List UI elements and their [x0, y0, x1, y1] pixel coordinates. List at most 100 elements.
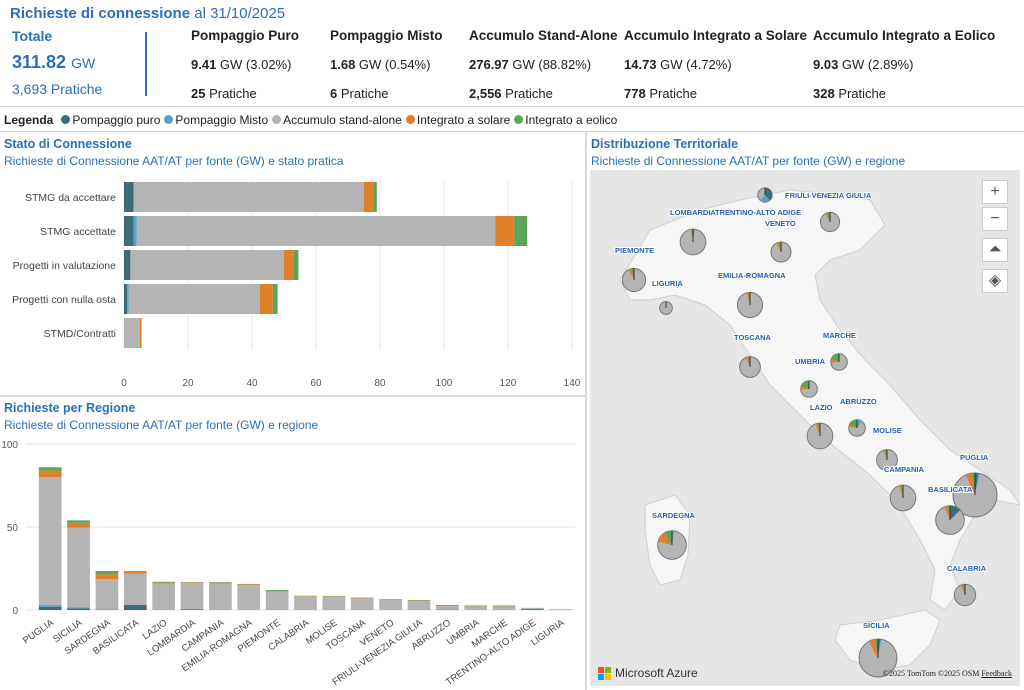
- pie-slice: [831, 353, 839, 362]
- pie-slice: [960, 584, 965, 595]
- map-canvas[interactable]: FRIULI-VENEZIA GIULIA LOMBARDIA TRENTINO-A…: [590, 170, 1020, 686]
- bar-segment: [272, 284, 278, 314]
- region-pie-marker: LIGURIA: [651, 278, 684, 315]
- region-label: CALABRIA: [947, 564, 987, 573]
- bar-segment: [521, 607, 544, 609]
- legend-title: Legenda: [4, 113, 54, 127]
- bar-segment: [67, 527, 90, 608]
- pie-slice: [944, 505, 950, 520]
- pie-slice: [664, 530, 672, 545]
- bar-segment: [260, 284, 273, 314]
- kpi-pratiche: 25 Pratiche: [191, 86, 299, 101]
- total-value: 311.82 GW: [12, 52, 142, 73]
- y-tick-label: 100: [1, 440, 18, 451]
- total-unit: GW: [71, 55, 96, 71]
- pie-slice: [825, 212, 830, 222]
- kpi-value: 14.73 GW (4.72%): [624, 57, 807, 72]
- zoom-in-button[interactable]: +: [982, 180, 1008, 204]
- bar-segment: [38, 467, 62, 471]
- pie-slice: [830, 358, 839, 363]
- region-label: SICILIA: [863, 621, 890, 630]
- bar-segment: [379, 600, 402, 610]
- zoom-out-button[interactable]: −: [982, 207, 1008, 231]
- pie-slice: [884, 449, 887, 460]
- pie-slice: [878, 639, 881, 658]
- kpi-percent: GW (2.89%): [838, 57, 914, 72]
- legend-label: Pompaggio puro: [72, 113, 161, 127]
- territorial-map[interactable]: FRIULI-VENEZIA GIULIA LOMBARDIA TRENTINO-A…: [590, 170, 1020, 686]
- legend-label: Pompaggio Misto: [175, 113, 269, 127]
- legend-dot: [272, 115, 282, 124]
- region-pie-marker: PIEMONTE: [614, 245, 655, 293]
- legend-dot: [164, 115, 174, 124]
- kpi-integrato-eolico: Accumulo Integrato a Eolico 9.03 GW (2.8…: [813, 28, 995, 101]
- bar-segment: [364, 182, 374, 212]
- legend-label: Integrato a solare: [416, 113, 511, 127]
- legend-label: Accumulo stand-alone: [283, 113, 402, 127]
- kpi-title: Pompaggio Puro: [191, 28, 299, 43]
- bar-segment: [127, 284, 129, 314]
- kpi-number: 14.73: [624, 57, 657, 72]
- pitch-button[interactable]: ⏶: [982, 238, 1008, 262]
- pie-slice: [776, 242, 781, 252]
- kpi-pompaggio-misto: Pompaggio Misto 1.68 GW (0.54%) 6 Pratic…: [330, 28, 443, 101]
- region-label: LAZIO: [810, 403, 833, 412]
- legend-dot: [514, 115, 524, 124]
- pie-slice: [962, 584, 965, 595]
- x-tick-label: 140: [564, 378, 581, 389]
- compass-button[interactable]: ◈: [982, 269, 1008, 293]
- region-label: ABRUZZO: [840, 397, 877, 406]
- legend: Legenda Pompaggio puro Pompaggio Misto A…: [4, 113, 617, 127]
- kpi-value: 9.41 GW (3.02%): [191, 57, 299, 72]
- bar-segment: [152, 583, 176, 610]
- kpi-pratiche-label: Pratiche: [501, 86, 553, 101]
- bar-segment: [67, 522, 90, 528]
- legend-item-integrato-eolico[interactable]: Integrato a eolico: [514, 113, 617, 127]
- region-pie-marker: TOSCANA: [733, 332, 773, 378]
- region-label: PUGLIA: [960, 453, 989, 462]
- y-tick-label: 50: [7, 523, 19, 534]
- category-label: STMG accettate: [40, 226, 116, 238]
- stato-subtitle: Richieste di Connessione AAT/AT per font…: [4, 154, 344, 168]
- bar-segment: [133, 182, 364, 212]
- bar-segment: [128, 284, 260, 314]
- regione-subtitle: Richieste di Connessione AAT/AT per font…: [4, 418, 319, 432]
- feedback-link[interactable]: Feedback: [981, 669, 1012, 678]
- bar-segment: [373, 182, 377, 212]
- bar-segment: [237, 584, 261, 586]
- region-label: LOMBARDIA: [670, 208, 716, 217]
- pie-slice: [975, 473, 980, 495]
- bar-segment: [180, 582, 204, 610]
- region-pie-marker: SARDEGNA: [651, 510, 697, 560]
- region-pie-marker: SICILIA: [858, 620, 898, 678]
- bar-segment: [152, 581, 176, 583]
- legend-divider: [0, 131, 1024, 132]
- bar-segment: [95, 570, 119, 575]
- legend-item-accumulo-standalone[interactable]: Accumulo stand-alone: [272, 113, 402, 127]
- x-tick-label: 20: [182, 378, 194, 389]
- bar-segment: [521, 609, 544, 610]
- x-tick-label: 40: [246, 378, 258, 389]
- region-label: EMILIA-ROMAGNA: [718, 271, 786, 280]
- kpi-title: Accumulo Stand-Alone: [469, 28, 618, 43]
- kpi-number: 276.97: [469, 57, 509, 72]
- pie-slice: [975, 473, 979, 495]
- bar-segment: [209, 582, 232, 584]
- legend-dot: [405, 115, 415, 124]
- x-tick-label: 100: [436, 378, 453, 389]
- pie-slice: [746, 292, 750, 305]
- kpi-pratiche-count: 6: [330, 86, 338, 101]
- bar-segment: [67, 520, 90, 523]
- legend-item-pompaggio-misto[interactable]: Pompaggio Misto: [164, 113, 268, 127]
- category-label: Progetti con nulla osta: [12, 294, 116, 306]
- kpi-percent: GW (3.02%): [216, 57, 292, 72]
- region-pie-marker: UMBRIA: [794, 356, 827, 398]
- legend-item-pompaggio-puro[interactable]: Pompaggio puro: [61, 113, 160, 127]
- bar-segment: [293, 250, 299, 280]
- x-tick-label: 0: [121, 378, 127, 389]
- region-label: BASILICATA: [928, 485, 973, 494]
- legend-label: Integrato a eolico: [525, 113, 618, 127]
- legend-item-integrato-solare[interactable]: Integrato a solare: [405, 113, 511, 127]
- pie-slice: [690, 229, 693, 242]
- region-label: SARDEGNA: [652, 511, 696, 520]
